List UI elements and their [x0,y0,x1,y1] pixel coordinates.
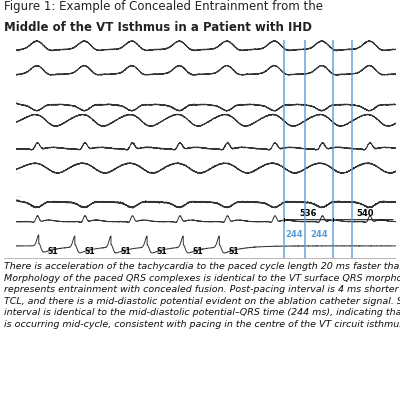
Text: 244: 244 [286,230,303,239]
Text: S1: S1 [156,247,167,256]
Text: There is acceleration of the tachycardia to the paced cycle length 20 ms faster : There is acceleration of the tachycardia… [4,262,400,328]
Text: 244: 244 [310,230,328,239]
Text: S1: S1 [192,247,203,256]
Text: Figure 1: Example of Concealed Entrainment from the: Figure 1: Example of Concealed Entrainme… [4,0,323,13]
Text: S1: S1 [48,247,58,256]
Text: 540: 540 [356,209,374,218]
Text: S1: S1 [120,247,131,256]
Text: S1: S1 [228,247,239,256]
Text: Middle of the VT Isthmus in a Patient with IHD: Middle of the VT Isthmus in a Patient wi… [4,21,312,34]
Text: S1: S1 [84,247,95,256]
Text: 536: 536 [300,209,317,218]
